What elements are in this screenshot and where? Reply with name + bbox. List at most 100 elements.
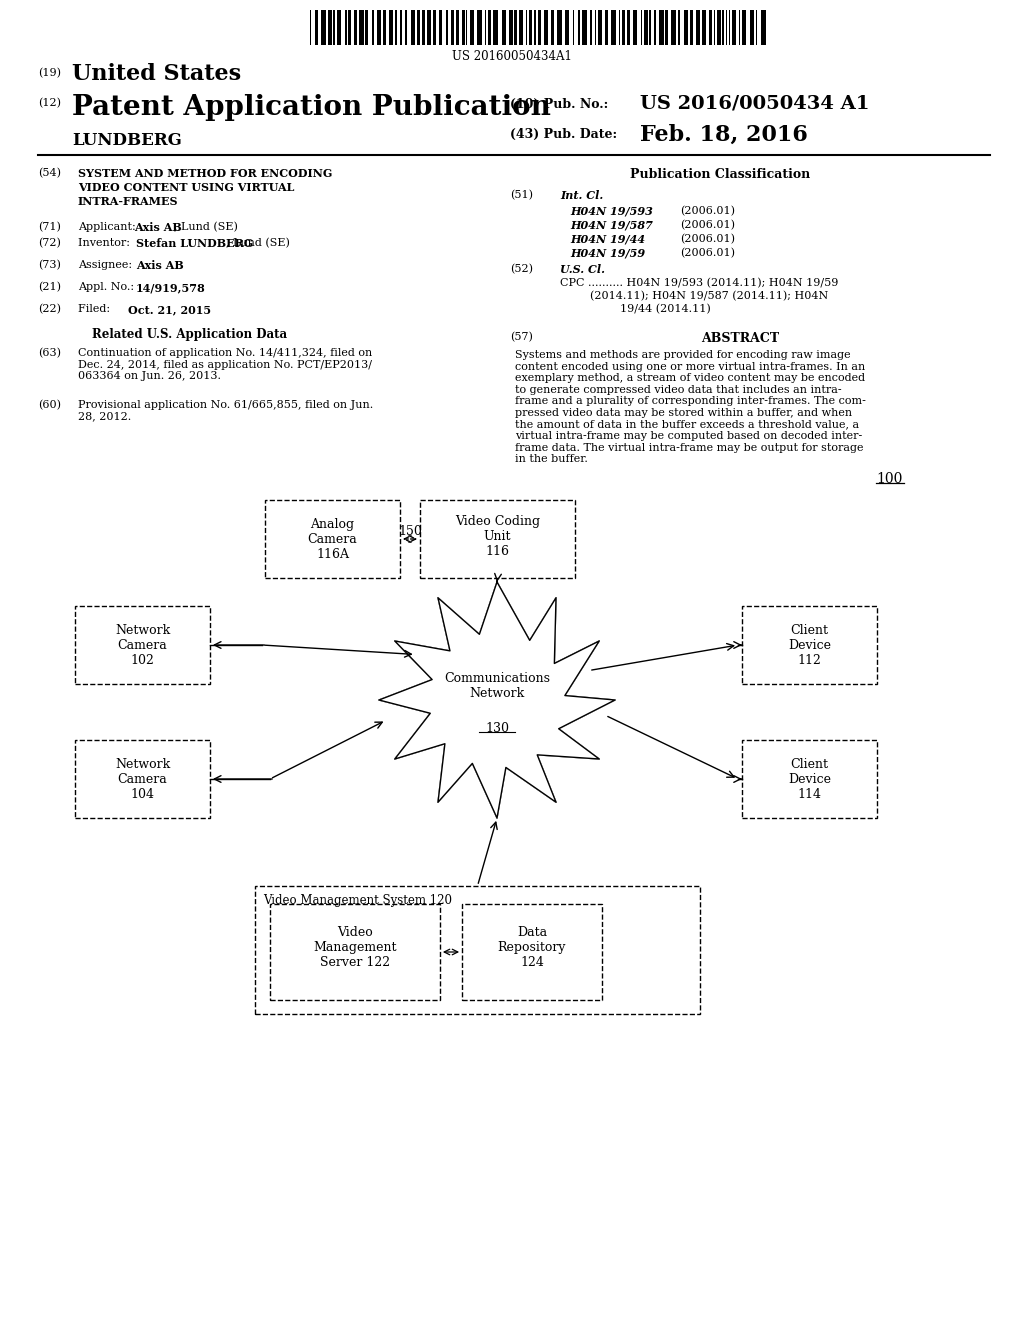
Text: 14/919,578: 14/919,578 [136,282,206,293]
Text: 19/44 (2014.11): 19/44 (2014.11) [620,304,711,314]
Text: H04N 19/593: H04N 19/593 [570,206,653,216]
Text: SYSTEM AND METHOD FOR ENCODING: SYSTEM AND METHOD FOR ENCODING [78,168,333,180]
Text: Systems and methods are provided for encoding raw image
content encoded using on: Systems and methods are provided for enc… [515,350,866,465]
Text: H04N 19/587: H04N 19/587 [570,220,653,231]
Text: H04N 19/59: H04N 19/59 [570,248,645,259]
Bar [338,11,341,45]
Text: Related U.S. Application Data: Related U.S. Application Data [92,327,288,341]
Text: (73): (73) [38,260,60,271]
Text: Feb. 18, 2016: Feb. 18, 2016 [640,124,808,147]
Bar [466,11,467,45]
Bar [404,11,408,45]
Text: Assignee:: Assignee: [78,260,139,271]
Bar [395,11,397,45]
Text: (57): (57) [510,333,532,342]
Bar [456,11,460,45]
Text: Applicant:: Applicant: [78,222,139,232]
Bar [321,11,326,45]
Bar [529,11,531,45]
Text: CPC .......... H04N 19/593 (2014.11); H04N 19/59: CPC .......... H04N 19/593 (2014.11); H0… [560,279,839,288]
Bar [333,11,335,45]
Text: LUNDBERG: LUNDBERG [72,132,182,149]
Bar [462,11,465,45]
Bar [477,11,481,45]
Bar [654,11,656,45]
Bar [75,606,210,684]
Bar [605,11,608,45]
Bar [519,11,523,45]
Text: Int. Cl.: Int. Cl. [560,190,603,201]
Bar [439,11,442,45]
Bar [348,11,351,45]
Text: Filed:: Filed: [78,304,138,314]
Bar [595,11,596,45]
Text: (51): (51) [510,190,534,201]
Bar [756,11,758,45]
Bar [445,11,447,45]
Bar [728,11,730,45]
Text: (2014.11); H04N 19/587 (2014.11); H04N: (2014.11); H04N 19/587 (2014.11); H04N [590,290,828,301]
Bar [678,11,680,45]
Bar [578,11,580,45]
Bar [557,11,562,45]
Bar [627,11,630,45]
Bar [611,11,615,45]
Bar [732,11,736,45]
Text: (54): (54) [38,168,61,178]
Bar [665,11,668,45]
Text: 130: 130 [485,722,509,735]
Bar [538,11,541,45]
Bar [672,11,676,45]
Bar [514,11,517,45]
Bar [709,11,713,45]
Text: Client
Device
112: Client Device 112 [788,624,831,667]
Bar [255,886,700,1014]
Text: (19): (19) [38,69,61,78]
Bar [417,11,421,45]
Text: Client
Device
114: Client Device 114 [788,758,831,801]
Bar [659,11,664,45]
Bar [389,11,393,45]
Text: (2006.01): (2006.01) [680,234,735,244]
Text: Video Coding
Unit
116: Video Coding Unit 116 [455,515,540,558]
Bar [623,11,626,45]
Text: ABSTRACT: ABSTRACT [701,333,779,345]
Bar [365,11,369,45]
Text: (63): (63) [38,348,61,358]
Text: (10) Pub. No.:: (10) Pub. No.: [510,98,608,111]
Text: (72): (72) [38,238,60,248]
Text: 150: 150 [398,525,422,539]
Text: , Lund (SE): , Lund (SE) [226,238,290,248]
Bar [270,904,440,1001]
Text: US 20160050434A1: US 20160050434A1 [452,50,572,63]
Text: Network
Camera
102: Network Camera 102 [115,624,170,667]
Text: Provisional application No. 61/665,855, filed on Jun.
28, 2012.: Provisional application No. 61/665,855, … [78,400,374,421]
Bar [411,11,415,45]
Text: Data
Repository
124: Data Repository 124 [498,927,566,969]
Bar [742,11,745,45]
Bar [701,11,706,45]
Bar [583,11,587,45]
Bar [377,11,381,45]
Bar [761,11,766,45]
Bar [358,11,364,45]
Text: US 2016/0050434 A1: US 2016/0050434 A1 [640,94,869,112]
Text: Axis AB: Axis AB [134,222,181,234]
Bar [726,11,727,45]
Text: Appl. No.:: Appl. No.: [78,282,137,292]
Bar [690,11,693,45]
Text: (12): (12) [38,98,61,108]
Bar [717,11,721,45]
Bar [509,11,513,45]
Bar [462,904,602,1001]
Bar [383,11,386,45]
Bar [265,500,400,578]
Text: Stefan LUNDBERG: Stefan LUNDBERG [136,238,253,249]
Bar [433,11,436,45]
Text: Continuation of application No. 14/411,324, filed on
Dec. 24, 2014, filed as app: Continuation of application No. 14/411,3… [78,348,373,381]
Bar [488,11,492,45]
Bar [310,11,311,45]
Bar [525,11,527,45]
Bar [722,11,724,45]
Text: (22): (22) [38,304,61,314]
